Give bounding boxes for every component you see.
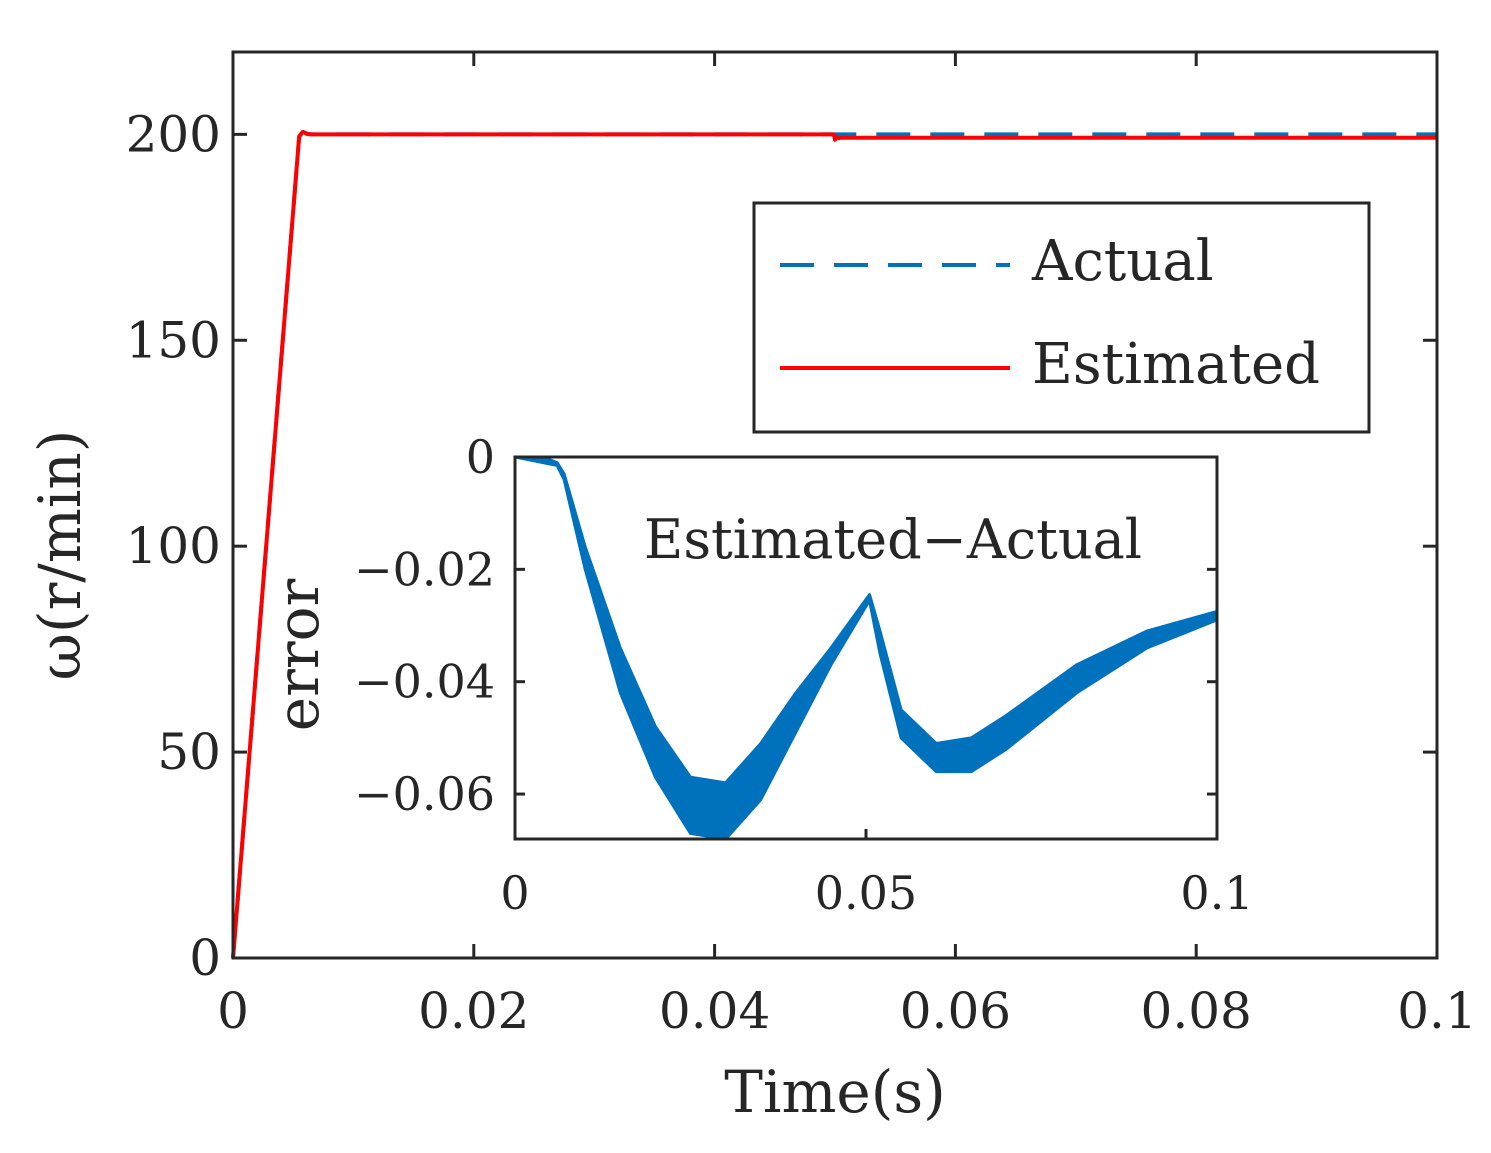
main-series-lines [231,129,1437,959]
inset-x-tick-label: 0.05 [815,866,917,920]
x-axis-label: Time(s) [724,1058,946,1126]
main-x-tick-label: 0.04 [659,982,770,1040]
inset-y-tick-label: 0 [466,430,495,484]
main-plot-frame [231,50,1439,960]
main-y-tick-label: 200 [126,105,221,163]
inset-y-tick-labels: 0 −0.02 −0.04 −0.06 [354,430,495,821]
main-y-tick-label: 150 [126,311,221,369]
inset-x-tick-label: 0 [500,866,529,920]
legend-box [752,201,1371,434]
inset-y-axis-label: error [264,579,332,732]
inset-x-tick-labels: 0 0.05 0.1 [500,866,1253,920]
legend-label-estimated: Estimated [1032,332,1320,397]
inset-plot-area [515,457,1217,839]
series-line-estimated [231,129,1437,959]
inset-plot: 0 0.05 0.1 0 −0.02 −0.04 −0.06 Estimated−Actu… [264,430,1254,920]
main-y-tick-label: 0 [189,929,221,987]
main-y-tick-label: 100 [126,517,221,575]
main-y-tick-labels: 0 50 100 150 200 [126,105,221,987]
inset-y-tick-label: −0.02 [354,542,495,596]
inset-title: Estimated−Actual [644,508,1142,571]
legend: Actual Estimated [752,201,1371,434]
inset-y-tick-label: −0.06 [354,767,495,821]
inset-y-tick-label: −0.04 [354,655,495,709]
main-y-tick-label: 50 [157,723,221,781]
main-x-tick-label: 0.1 [1397,982,1477,1040]
main-x-tick-label: 0.02 [418,982,529,1040]
main-x-tick-label: 0.06 [900,982,1011,1040]
legend-label-actual: Actual [1031,229,1214,294]
y-axis-label: ω(r/min) [26,430,94,681]
main-x-tick-labels: 0 0.02 0.04 0.06 0.08 0.1 [217,982,1477,1040]
inset-x-tick-label: 0.1 [1180,866,1253,920]
inset-plot-frame [513,455,1219,841]
main-x-tick-label: 0 [217,982,249,1040]
main-x-tick-label: 0.08 [1141,982,1252,1040]
